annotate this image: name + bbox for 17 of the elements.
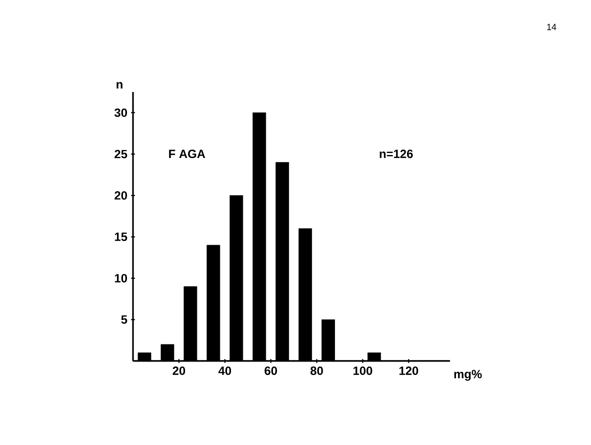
x-tick-label: 60: [264, 366, 277, 375]
y-tick-label: 20: [114, 191, 127, 200]
x-tick-label: 20: [172, 366, 186, 375]
y-tick-label: 15: [114, 232, 128, 241]
x-tick-label: 40: [218, 366, 232, 375]
x-axis-title: mg%: [454, 370, 482, 381]
y-tick-label: 25: [114, 150, 128, 158]
x-tick-label: 80: [310, 366, 323, 375]
text: 14: [547, 24, 556, 30]
x-tick-label: 100: [353, 366, 372, 375]
y-tick-label: 5: [121, 315, 128, 324]
y-tick-label: 10: [114, 274, 127, 282]
annotation: F AGA: [169, 150, 206, 158]
annotation: n=126: [380, 150, 413, 158]
x-tick-label: 120: [399, 366, 418, 375]
y-axis-title: n: [116, 82, 122, 88]
y-tick-label: 30: [114, 108, 127, 117]
